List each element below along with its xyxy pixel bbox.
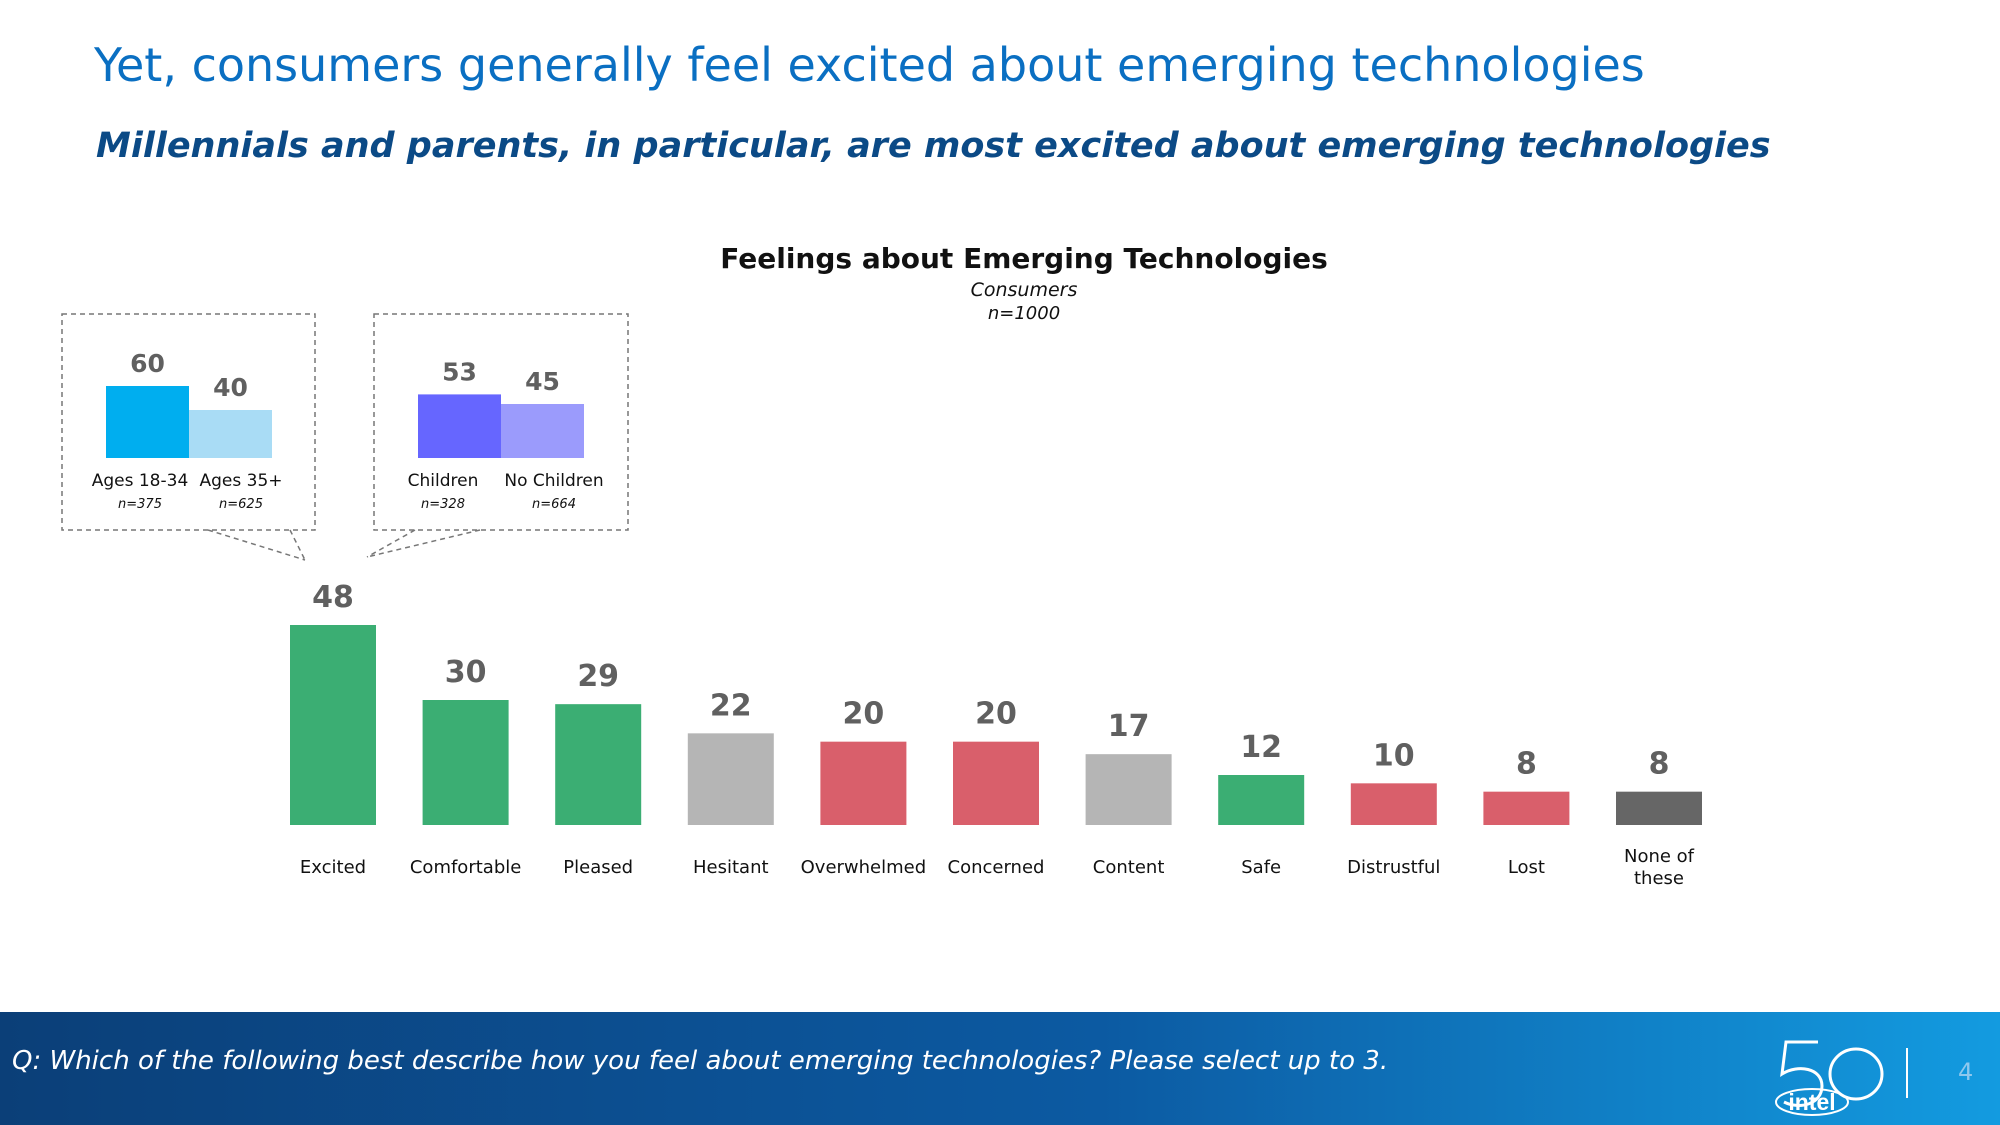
category-label-pleased: Pleased bbox=[563, 857, 633, 878]
bar-distrustful bbox=[1350, 783, 1437, 825]
inset-bar-ages-35 bbox=[189, 410, 272, 458]
chart-title: Feelings about Emerging Technologies bbox=[720, 242, 1328, 275]
slide-title: Yet, consumers generally feel excited ab… bbox=[94, 38, 1645, 92]
inset-sample-ages-18-34: n=375 bbox=[118, 497, 162, 512]
bar-safe bbox=[1218, 775, 1305, 825]
inset-value-ages-18-34: 60 bbox=[130, 349, 165, 378]
bar-content bbox=[1085, 754, 1172, 825]
value-label-distrustful: 10 bbox=[1373, 738, 1415, 773]
bar-none-of-these bbox=[1616, 791, 1702, 825]
inset-label-ages-18-34: Ages 18-34 bbox=[92, 471, 189, 491]
value-label-comfortable: 30 bbox=[445, 655, 487, 690]
category-label-distrustful: Distrustful bbox=[1347, 857, 1440, 878]
inset-label-ages-35: Ages 35+ bbox=[199, 471, 282, 491]
category-label-line: these bbox=[1634, 868, 1684, 889]
category-label-lost: Lost bbox=[1508, 857, 1545, 878]
value-label-hesitant: 22 bbox=[710, 688, 752, 723]
main-bars: 48 Excited 30 Comfortable 29 Pleased 22 Hesitan… bbox=[290, 580, 1702, 889]
age-callout-pointer bbox=[207, 529, 306, 561]
callout-boxes bbox=[61, 313, 629, 561]
value-label-concerned: 20 bbox=[975, 697, 1017, 732]
feelings-chart: 48 Excited 30 Comfortable 29 Pleased 22 Hesitan… bbox=[61, 313, 1702, 889]
inset-bars: 60 Ages 18-34 n=375 40 Ages 35+ n=625 53 Childr… bbox=[92, 349, 604, 512]
age-callout-box bbox=[61, 313, 316, 531]
bar-excited bbox=[290, 625, 376, 825]
value-label-content: 17 bbox=[1108, 709, 1150, 744]
value-label-excited: 48 bbox=[312, 580, 354, 615]
bar-concerned bbox=[953, 741, 1039, 825]
age-callout-pointer bbox=[289, 529, 306, 561]
logo-digit-zero bbox=[1828, 1047, 1884, 1101]
inset-sample-ages-35: n=625 bbox=[219, 497, 263, 512]
survey-question: Q: Which of the following best describe … bbox=[12, 1046, 1389, 1076]
intel-50-logo: intel bbox=[1775, 1040, 1884, 1116]
value-label-overwhelmed: 20 bbox=[843, 697, 885, 732]
value-label-none-of-these: 8 bbox=[1649, 747, 1670, 782]
value-label-safe: 12 bbox=[1240, 730, 1282, 765]
bar-pleased bbox=[555, 704, 642, 825]
logo-swoosh bbox=[1775, 1088, 1849, 1116]
chart-subtitle: Consumers bbox=[970, 279, 1078, 301]
parent-callout-pointer bbox=[366, 529, 481, 558]
value-label-pleased: 29 bbox=[577, 659, 619, 694]
category-label-none-of-these: None of these bbox=[1624, 846, 1695, 889]
category-label-comfortable: Comfortable bbox=[410, 857, 521, 878]
bar-comfortable bbox=[422, 700, 509, 825]
category-label-overwhelmed: Overwhelmed bbox=[801, 857, 927, 878]
inset-label-children: Children bbox=[408, 471, 479, 491]
parent-callout-pointer bbox=[366, 529, 416, 558]
logo-wordmark: intel bbox=[1788, 1089, 1835, 1115]
value-label-lost: 8 bbox=[1516, 747, 1537, 782]
inset-label-no-children: No Children bbox=[504, 471, 603, 491]
inset-sample-children: n=328 bbox=[421, 497, 465, 512]
category-label-excited: Excited bbox=[300, 857, 366, 878]
inset-value-children: 53 bbox=[442, 357, 477, 386]
inset-bar-children bbox=[418, 394, 501, 458]
bar-lost bbox=[1483, 791, 1570, 825]
category-label-safe: Safe bbox=[1241, 857, 1281, 878]
inset-value-ages-35: 40 bbox=[213, 373, 248, 402]
inset-sample-no-children: n=664 bbox=[532, 497, 576, 512]
category-label-hesitant: Hesitant bbox=[693, 857, 769, 878]
footer-divider bbox=[1906, 1048, 1908, 1098]
parent-callout-box bbox=[373, 313, 629, 531]
inset-bar-no-children bbox=[501, 404, 584, 458]
category-label-concerned: Concerned bbox=[948, 857, 1045, 878]
footer-bar: Q: Which of the following best describe … bbox=[0, 1012, 2000, 1125]
inset-bar-ages-18-34 bbox=[106, 386, 189, 458]
chart-sample-size: n=1000 bbox=[987, 303, 1061, 324]
inset-value-no-children: 45 bbox=[525, 367, 560, 396]
category-label-content: Content bbox=[1093, 857, 1165, 878]
bar-hesitant bbox=[687, 733, 774, 825]
slide-subtitle: Millennials and parents, in particular, … bbox=[96, 126, 1771, 166]
page-number: 4 bbox=[1958, 1058, 1974, 1086]
bar-overwhelmed bbox=[820, 741, 907, 825]
logo-digit-five bbox=[1780, 1040, 1824, 1107]
category-label-line: None of bbox=[1624, 846, 1695, 867]
chart-header: Feelings about Emerging Technologies Con… bbox=[0, 242, 2000, 324]
